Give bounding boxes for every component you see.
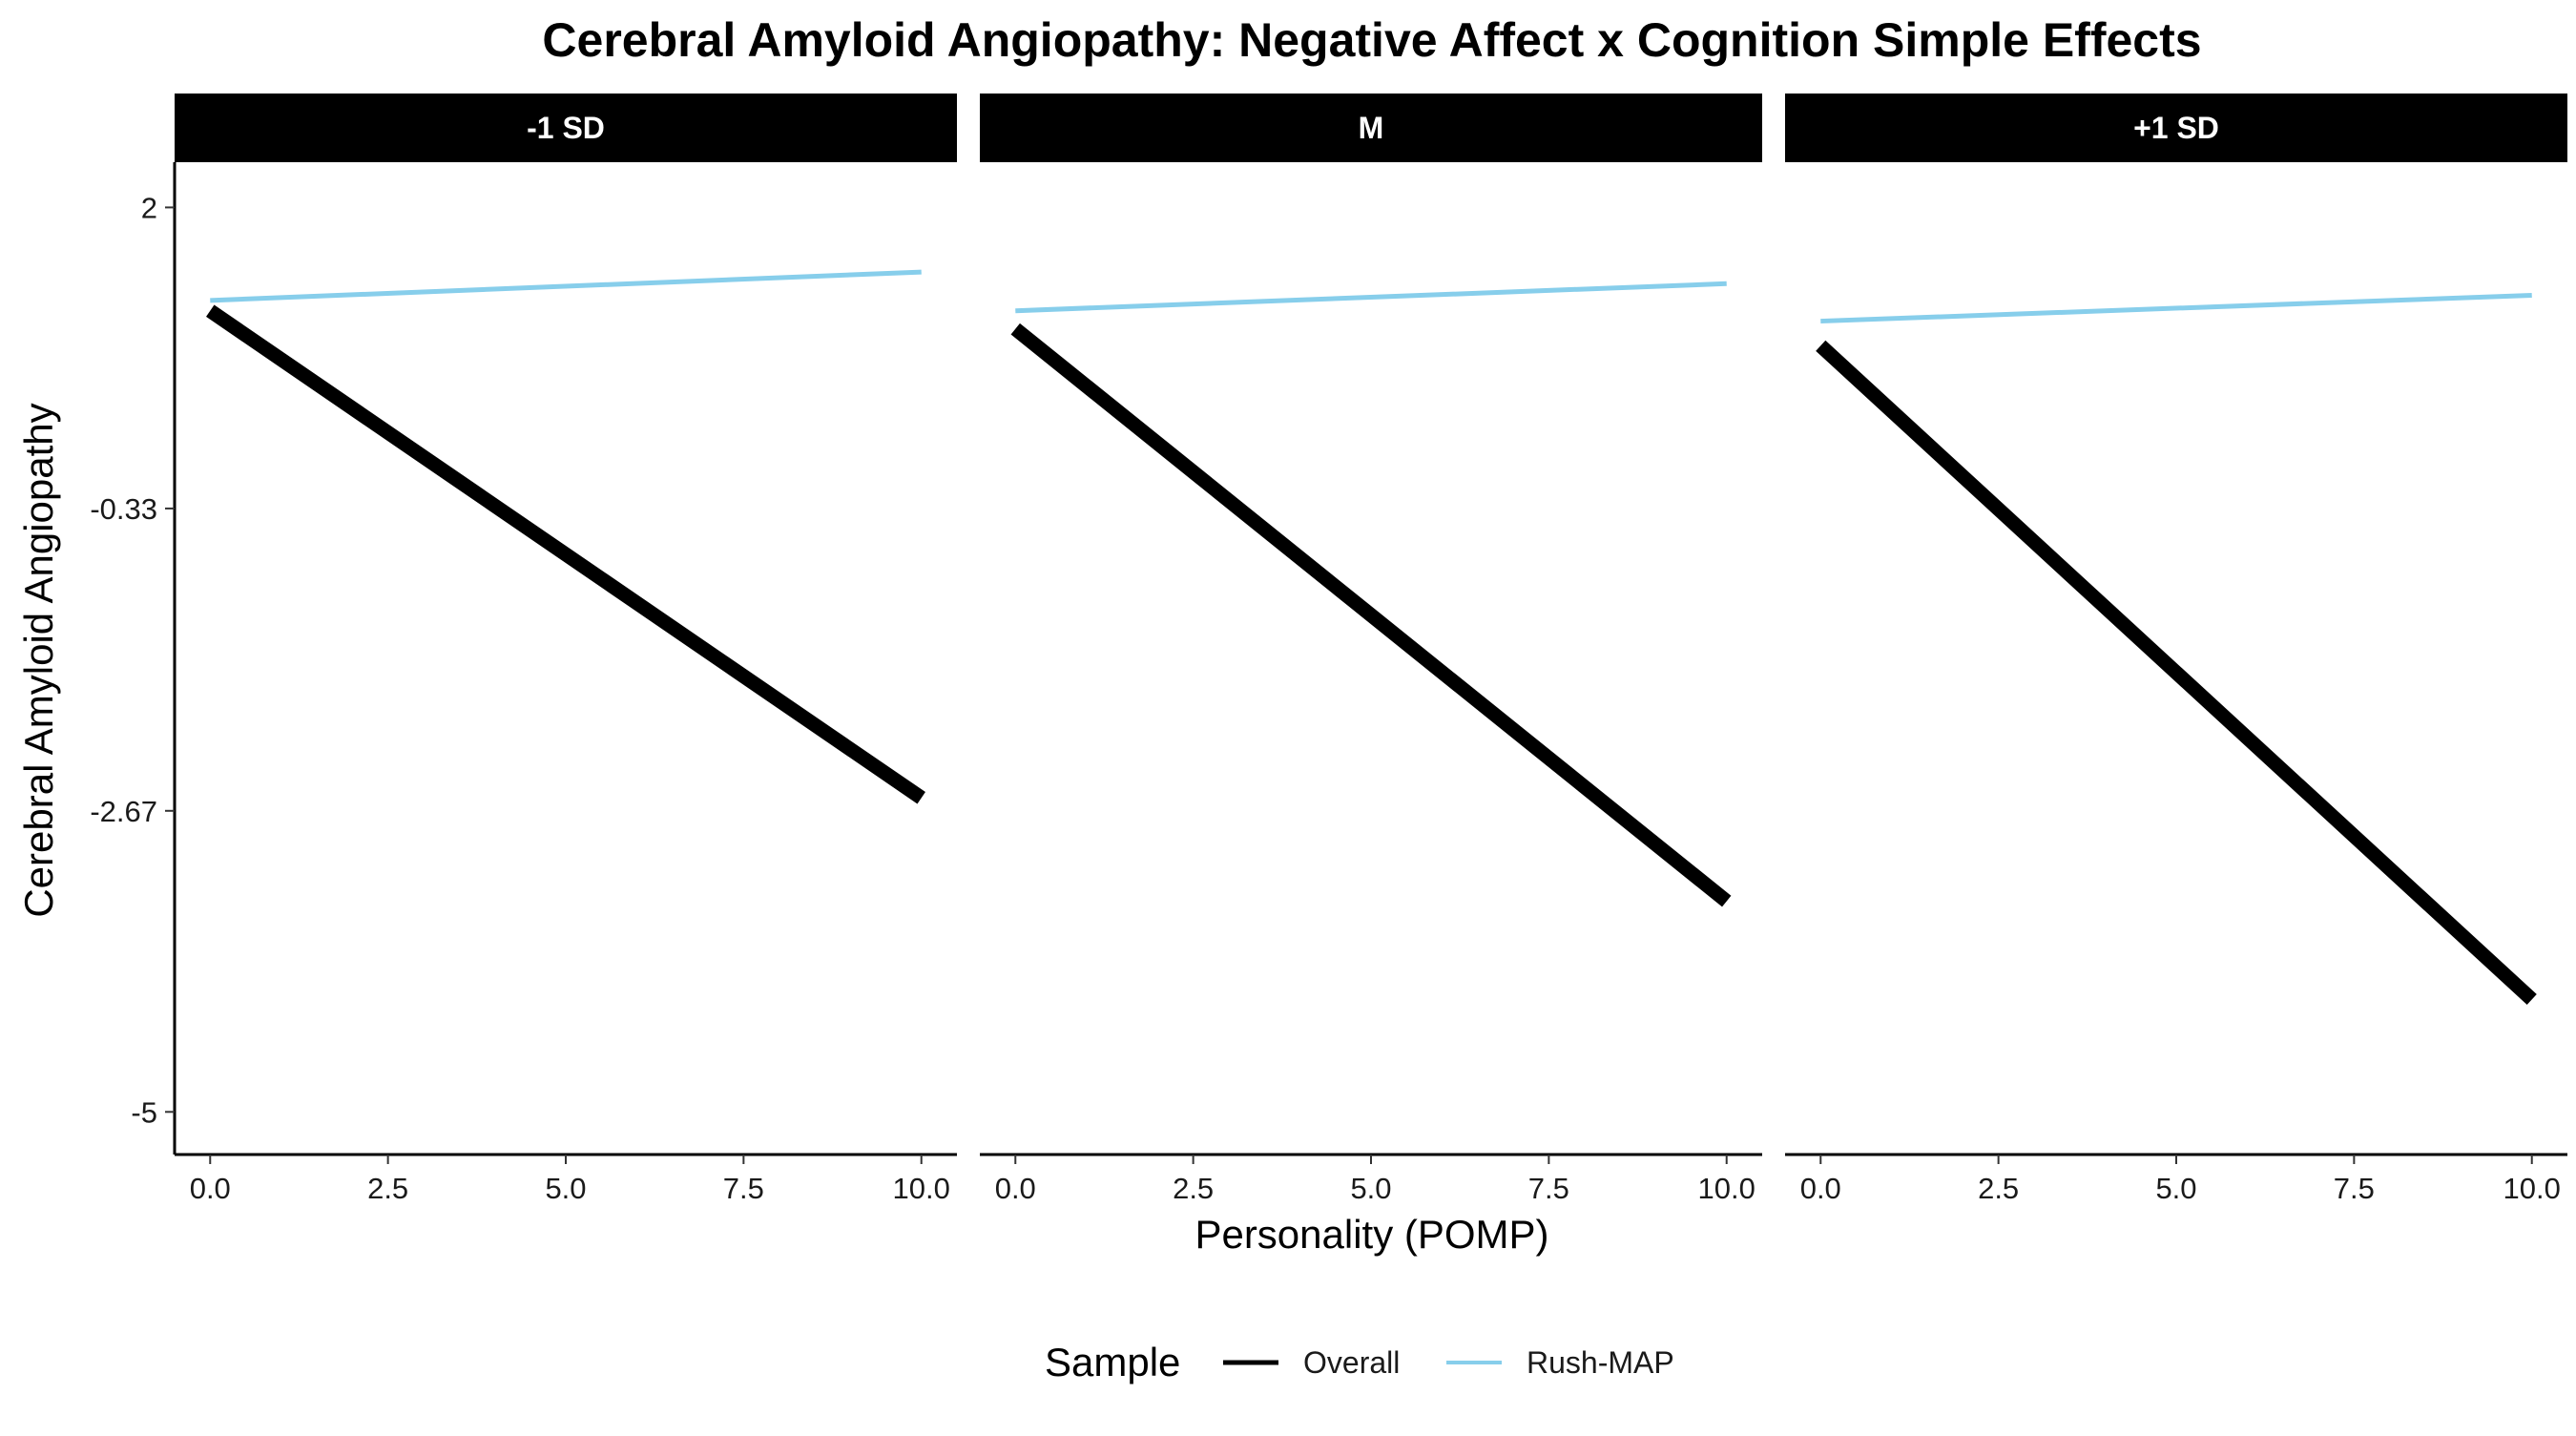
facet-strip-label: M	[1359, 111, 1384, 145]
facet-strip-label: +1 SD	[2133, 111, 2219, 145]
y-tick-label: -2.67	[90, 795, 157, 828]
x-tick-label: 0.0	[1800, 1172, 1841, 1205]
x-tick-label: 0.0	[190, 1172, 231, 1205]
x-tick-label: 10.0	[893, 1172, 950, 1205]
facet-panel: M 0.0 2.5 5.0 7.5 10.0	[980, 94, 1762, 1205]
x-tick-label: 10.0	[1698, 1172, 1755, 1205]
series-line-rush-map	[1015, 281, 1727, 314]
series-line-overall	[206, 304, 925, 804]
legend-items: Overall Rush-MAP	[1223, 1345, 1674, 1380]
x-axis-title: Personality (POMP)	[1195, 1212, 1548, 1257]
series-line-rush-map	[1820, 292, 2532, 324]
facet-panel: +1 SD 0.0 2.5 5.0 7.5 10.0	[1785, 94, 2567, 1205]
y-tick-label: -0.33	[90, 492, 157, 526]
y-tick-label: -5	[131, 1095, 157, 1129]
legend-label: Rush-MAP	[1527, 1345, 1674, 1380]
series-line-rush-map	[210, 269, 922, 303]
facet-strip	[1785, 94, 2567, 162]
x-tick-label: 2.5	[367, 1172, 408, 1205]
x-tick-label: 0.0	[995, 1172, 1036, 1205]
y-tick-label: 2	[141, 191, 157, 224]
x-tick-label: 2.5	[1978, 1172, 2019, 1205]
legend-title: Sample	[1045, 1340, 1180, 1384]
x-tick-label: 7.5	[2334, 1172, 2375, 1205]
x-tick-label: 7.5	[1528, 1172, 1569, 1205]
series-line-overall	[1816, 340, 2537, 1006]
facet-strip	[980, 94, 1762, 162]
series-line-overall	[1010, 323, 1732, 907]
panels-layer: -1 SD 0.0 2.5 5.0 7.5 10.0 2 -0.33 -2.67 -5 M 0.0 2.…	[90, 94, 2567, 1205]
y-axis-title: Cerebral Amyloid Angiopathy	[16, 403, 61, 917]
x-tick-label: 10.0	[2503, 1172, 2561, 1205]
x-tick-label: 5.0	[545, 1172, 586, 1205]
x-tick-label: 7.5	[723, 1172, 764, 1205]
facet-strip	[175, 94, 957, 162]
legend: Sample Overall Rush-MAP	[1045, 1340, 1674, 1384]
x-tick-label: 2.5	[1173, 1172, 1214, 1205]
facet-strip-label: -1 SD	[527, 111, 605, 145]
x-tick-label: 5.0	[2155, 1172, 2196, 1205]
x-tick-label: 5.0	[1350, 1172, 1391, 1205]
facet-panel: -1 SD 0.0 2.5 5.0 7.5 10.0 2 -0.33 -2.67 -5	[90, 94, 957, 1205]
legend-label: Overall	[1303, 1345, 1400, 1380]
chart-title: Cerebral Amyloid Angiopathy: Negative Af…	[542, 13, 2201, 67]
